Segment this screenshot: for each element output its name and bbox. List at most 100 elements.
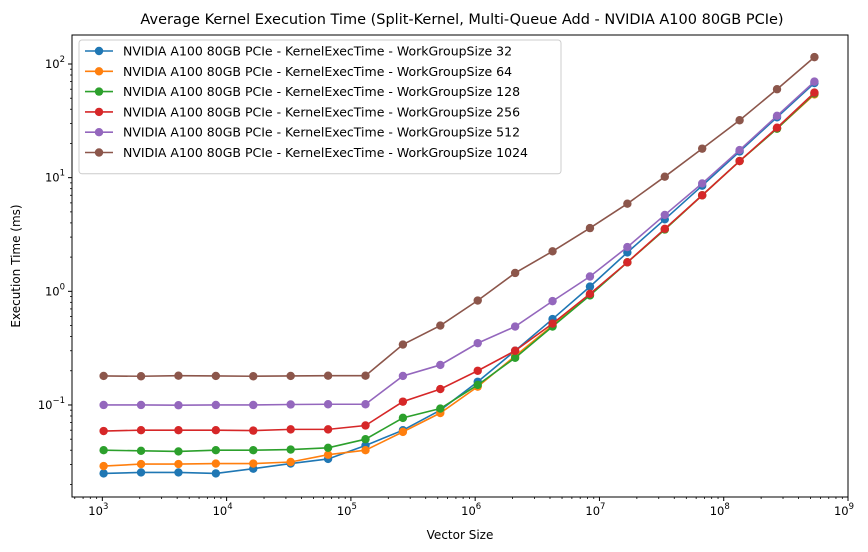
data-point bbox=[174, 425, 183, 435]
x-tick-exponent: 9 bbox=[849, 502, 854, 512]
y-tick-label: 101 bbox=[45, 169, 65, 185]
y-tick-exponent: −1 bbox=[52, 396, 65, 406]
data-point bbox=[174, 371, 183, 380]
data-point bbox=[136, 400, 146, 410]
x-tick-exponent: 3 bbox=[103, 502, 108, 512]
data-point bbox=[735, 116, 744, 125]
legend-marker bbox=[94, 87, 104, 96]
data-point bbox=[660, 210, 669, 220]
legend-marker bbox=[94, 128, 104, 137]
data-point bbox=[810, 77, 819, 86]
data-point bbox=[473, 380, 482, 390]
data-point bbox=[211, 469, 221, 478]
data-point bbox=[510, 346, 520, 355]
legend-marker bbox=[94, 46, 104, 56]
data-point bbox=[323, 400, 333, 409]
x-tick-base: 10 bbox=[710, 504, 725, 518]
data-point bbox=[548, 319, 557, 328]
y-tick-base: 10 bbox=[45, 171, 60, 185]
data-point bbox=[585, 272, 595, 281]
data-point bbox=[361, 446, 370, 455]
data-point bbox=[623, 242, 632, 252]
x-tick-label: 109 bbox=[834, 502, 854, 518]
x-tick-base: 10 bbox=[337, 504, 352, 518]
data-point bbox=[436, 360, 445, 370]
data-point bbox=[323, 425, 333, 434]
data-point bbox=[249, 446, 258, 455]
data-point bbox=[436, 384, 445, 394]
x-tick-exponent: 7 bbox=[600, 502, 605, 512]
data-point bbox=[211, 400, 221, 410]
data-point bbox=[323, 371, 333, 380]
x-tick-base: 10 bbox=[88, 504, 103, 518]
data-point bbox=[99, 446, 108, 455]
data-point bbox=[810, 52, 819, 62]
data-point bbox=[286, 457, 295, 467]
x-tick-base: 10 bbox=[585, 504, 600, 518]
data-point bbox=[697, 144, 707, 153]
data-point bbox=[211, 459, 221, 468]
series-4 bbox=[99, 88, 819, 436]
data-point bbox=[398, 340, 408, 349]
data-point bbox=[249, 426, 258, 435]
series-line bbox=[103, 92, 815, 432]
data-point bbox=[510, 268, 520, 278]
x-tick-label: 106 bbox=[461, 502, 481, 518]
data-point bbox=[735, 156, 744, 166]
data-point bbox=[99, 461, 108, 471]
x-tick-label: 105 bbox=[337, 502, 357, 518]
data-point bbox=[398, 427, 408, 437]
x-tick-base: 10 bbox=[461, 504, 476, 518]
data-point bbox=[623, 199, 632, 208]
data-point bbox=[286, 371, 295, 381]
x-tick-exponent: 4 bbox=[227, 502, 232, 512]
legend-label: NVIDIA A100 80GB PCIe - KernelExecTime -… bbox=[123, 44, 512, 59]
data-point bbox=[810, 88, 819, 97]
data-point bbox=[735, 145, 744, 155]
data-point bbox=[473, 338, 482, 348]
plot-frame bbox=[71, 34, 849, 498]
data-point bbox=[211, 446, 221, 455]
legend-item: NVIDIA A100 80GB PCIe - KernelExecTime -… bbox=[85, 125, 520, 140]
x-tick-label: 103 bbox=[88, 502, 108, 518]
data-point bbox=[249, 400, 258, 410]
legend-item: NVIDIA A100 80GB PCIe - KernelExecTime -… bbox=[85, 84, 520, 99]
series-6 bbox=[99, 52, 819, 381]
series-line bbox=[103, 81, 815, 407]
data-point bbox=[585, 289, 595, 299]
data-point bbox=[398, 397, 408, 406]
chart-title: Average Kernel Execution Time (Split-Ker… bbox=[140, 12, 783, 28]
y-tick-exponent: 0 bbox=[60, 282, 65, 292]
data-point bbox=[660, 224, 669, 233]
data-point bbox=[361, 400, 370, 409]
data-point bbox=[436, 321, 445, 330]
data-point bbox=[772, 111, 782, 121]
data-point bbox=[623, 258, 632, 267]
data-point bbox=[548, 296, 557, 306]
data-point bbox=[136, 468, 146, 477]
x-tick-label: 108 bbox=[710, 502, 730, 518]
legend-label: NVIDIA A100 80GB PCIe - KernelExecTime -… bbox=[123, 64, 512, 79]
data-point bbox=[436, 404, 445, 413]
x-tick-label: 104 bbox=[213, 502, 233, 518]
data-point bbox=[99, 426, 108, 436]
y-tick-label: 10−1 bbox=[38, 396, 65, 412]
data-point bbox=[772, 85, 782, 94]
x-tick-exponent: 8 bbox=[724, 502, 729, 512]
y-axis-label: Execution Time (ms) bbox=[9, 204, 23, 327]
x-tick-exponent: 6 bbox=[476, 502, 481, 512]
data-point bbox=[548, 247, 557, 256]
data-point bbox=[697, 191, 707, 200]
data-point bbox=[174, 401, 183, 410]
data-point bbox=[473, 296, 482, 305]
x-tick-base: 10 bbox=[834, 504, 849, 518]
data-point bbox=[174, 468, 183, 477]
series-line bbox=[103, 56, 815, 378]
data-point bbox=[136, 446, 146, 456]
y-tick-base: 10 bbox=[45, 57, 60, 71]
legend-marker bbox=[94, 107, 104, 117]
data-point bbox=[323, 443, 333, 452]
legend-label: NVIDIA A100 80GB PCIe - KernelExecTime -… bbox=[123, 145, 528, 160]
